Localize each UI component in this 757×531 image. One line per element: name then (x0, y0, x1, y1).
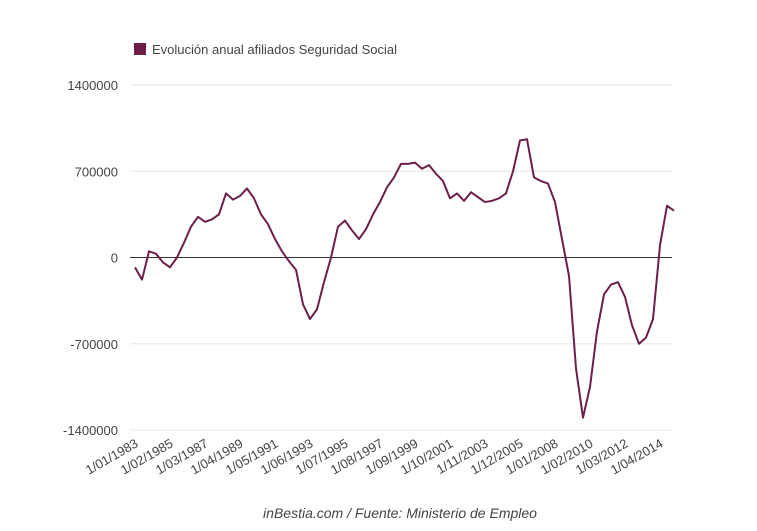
y-tick-label: -1400000 (63, 423, 118, 438)
footer: inBestia.com / Fuente: Ministerio de Emp… (263, 505, 537, 521)
y-tick-label: 700000 (75, 164, 118, 179)
legend-swatch (134, 43, 146, 55)
y-tick-label: -700000 (70, 337, 118, 352)
data-line (134, 138, 675, 419)
y-tick-label: 0 (111, 251, 118, 266)
y-tick-label: 1400000 (67, 78, 118, 93)
legend-label: Evolución anual afiliados Seguridad Soci… (152, 42, 397, 57)
